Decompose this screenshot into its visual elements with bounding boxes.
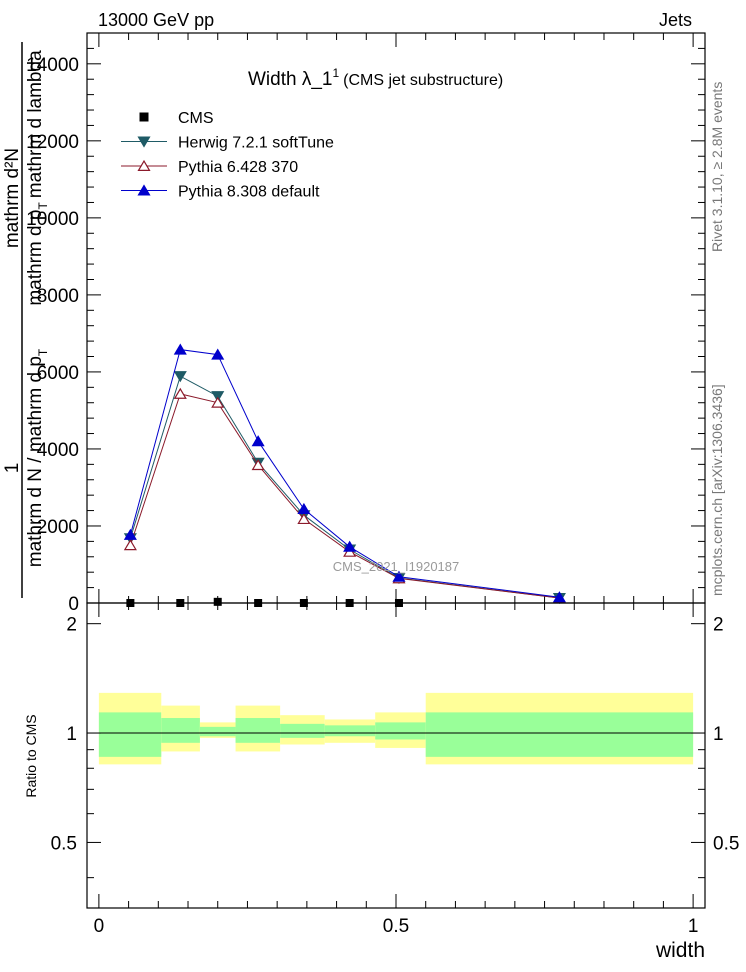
data-point	[211, 391, 225, 403]
legend-item-3: Pythia 8.308 default	[121, 184, 320, 201]
x-axis-label: width	[655, 939, 705, 962]
analysis-watermark: CMS_2021_I1920187	[333, 559, 460, 574]
data-point	[392, 570, 406, 582]
legend-item-2: Pythia 6.428 370	[121, 159, 298, 176]
ratio-ytick-label-left: 1	[66, 724, 77, 745]
legend-label: CMS	[178, 110, 214, 127]
main-y-axis-label: 1 mathrm d²N mathrm d N / mathrm d pT ma…	[2, 42, 50, 598]
data-point	[123, 528, 137, 540]
ratio-inner-band-5	[324, 725, 376, 737]
ratio-ytick-label-left: 2	[66, 615, 77, 636]
chart-title-superscript: 1	[332, 66, 339, 80]
ratio-inner-band-3	[235, 718, 281, 743]
main-ytick-label: 4000	[37, 440, 79, 461]
ratio-ticks: 0.5 0.5 1 1 2 2 0 0.5 1	[51, 603, 739, 937]
data-point	[297, 512, 311, 525]
y-label-denominator-top: mathrm d pTmathrm d lambda	[25, 50, 50, 306]
y-label-denominator: mathrm d N / mathrm d pT	[25, 348, 50, 567]
main-ytick-label: 12000	[26, 132, 79, 153]
y-label-numerator-top: mathrm d²N	[2, 148, 23, 248]
legend-item-1: Herwig 7.2.1 softTune	[121, 135, 334, 152]
legend-label: Herwig 7.2.1 softTune	[178, 135, 334, 152]
data-point	[251, 435, 265, 447]
data-point	[343, 540, 357, 552]
ratio-xtick-label: 0.5	[383, 916, 409, 937]
y-label-numerator: 1	[2, 463, 23, 474]
mcplots-label: mcplots.cern.ch [arXiv:1306.3436]	[709, 384, 725, 596]
legend-item-0: CMS	[139, 110, 214, 127]
legend-marker	[137, 184, 151, 196]
main-y-ticks: 0 2000 4000 6000 8000 10000 12000 14000	[26, 32, 705, 615]
chart-subtitle: (CMS jet substructure)	[343, 72, 503, 89]
data-point	[123, 539, 137, 551]
ratio-ytick-label-right: 1	[713, 724, 724, 745]
legend-marker	[139, 112, 149, 122]
series-line-1	[129, 375, 560, 599]
series-line-3	[129, 349, 560, 598]
energy-label: 13000 GeV pp	[98, 10, 214, 30]
ratio-inner-band-4	[280, 723, 325, 738]
series-line-2	[129, 393, 560, 599]
chart-title: Width λ_11 (CMS jet substructure)	[248, 66, 503, 90]
ratio-inner-band-6	[375, 722, 426, 740]
ratio-ytick-label-right: 2	[713, 615, 724, 636]
process-label: Jets	[659, 10, 692, 30]
ratio-xtick-label: 1	[688, 916, 699, 937]
main-ytick-label: 2000	[37, 517, 79, 538]
main-ytick-label: 6000	[37, 363, 79, 384]
data-point	[211, 396, 225, 408]
ratio-inner-band-2	[199, 726, 236, 737]
ratio-xtick-label: 0	[94, 916, 105, 937]
ratio-inner-band-7	[425, 712, 694, 757]
ratio-y-axis-label: Ratio to CMS	[23, 714, 39, 797]
legend-marker	[137, 159, 151, 171]
data-point	[211, 348, 225, 360]
data-point	[251, 458, 265, 471]
series-3	[123, 343, 566, 603]
data-point	[173, 387, 187, 399]
main-ytick-label: 10000	[26, 209, 79, 230]
legend-label: Pythia 6.428 370	[178, 159, 298, 176]
data-point	[552, 591, 566, 603]
ratio-inner-band-1	[161, 718, 200, 743]
rivet-label: Rivet 3.1.10, ≥ 2.8M events	[709, 82, 725, 252]
legend-label: Pythia 8.308 default	[178, 184, 320, 201]
main-ytick-label: 14000	[26, 55, 79, 76]
ratio-ytick-label-right: 0.5	[713, 833, 739, 854]
data-point	[213, 597, 222, 606]
legend-marker	[137, 136, 151, 148]
data-point	[173, 343, 187, 355]
data-point	[297, 502, 311, 515]
ratio-ytick-label-left: 0.5	[51, 833, 77, 854]
ratio-inner-band-0	[98, 712, 162, 757]
legend: CMS Herwig 7.2.1 softTune Pythia 6.428 370…	[121, 110, 334, 201]
data-point	[173, 371, 187, 383]
main-ytick-label: 8000	[37, 286, 79, 307]
ratio-bands	[87, 692, 705, 765]
main-ytick-label: 0	[68, 594, 79, 615]
